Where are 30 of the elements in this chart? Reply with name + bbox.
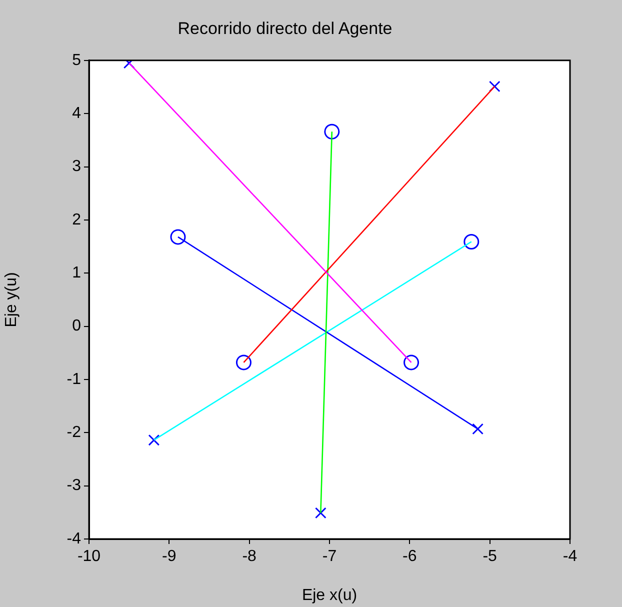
point — [236, 354, 252, 370]
point — [472, 423, 484, 435]
y-tick-label: -2 — [66, 424, 82, 442]
chart-title: Recorrido directo del Agente — [178, 18, 392, 38]
point — [170, 229, 186, 245]
y-tick-label: 0 — [72, 318, 82, 335]
point — [488, 80, 500, 92]
y-tick-label: 4 — [72, 104, 82, 122]
y-tick-label: -1 — [66, 370, 82, 388]
x-tick-label: -5 — [482, 548, 498, 566]
x-tick-label: -7 — [322, 548, 337, 566]
y-axis-title: Eje y(u) — [3, 272, 20, 328]
y-tick-label: 5 — [72, 52, 82, 69]
x-tick-label: -4 — [562, 548, 578, 566]
point — [123, 60, 135, 69]
x-tick-label: -6 — [402, 548, 417, 566]
point — [404, 354, 420, 370]
y-tick-label: 1 — [72, 264, 82, 282]
point — [464, 234, 480, 250]
point — [148, 434, 160, 446]
point — [324, 124, 340, 140]
y-tick-label: -3 — [66, 477, 82, 494]
x-tick-label: -10 — [77, 548, 101, 566]
y-tick-label: -4 — [66, 530, 82, 548]
point — [314, 507, 326, 519]
x-tick-label: -9 — [162, 548, 176, 566]
y-tick-label: 3 — [72, 158, 82, 176]
x-axis-title: Eje x(u) — [302, 586, 358, 604]
y-tick-label: 2 — [72, 211, 82, 228]
x-tick-label: -8 — [242, 548, 257, 566]
